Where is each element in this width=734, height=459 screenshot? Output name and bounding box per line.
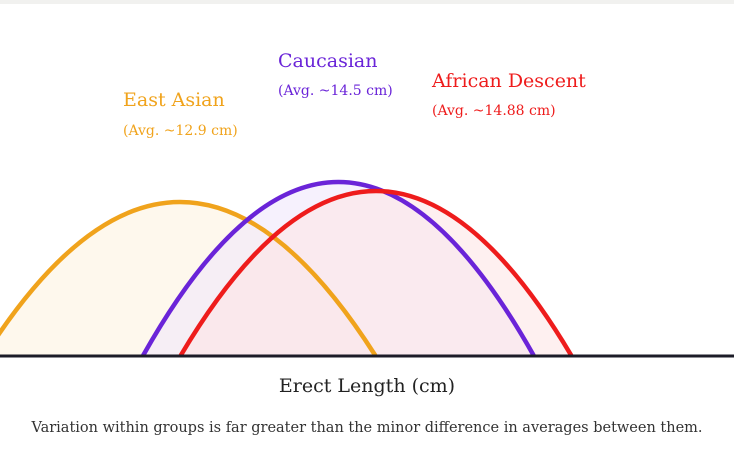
avg-label-caucasian: (Avg. ~14.5 cm) [278, 83, 393, 99]
curve-african-descent [178, 188, 574, 358]
avg-label-african-descent: (Avg. ~14.88 cm) [432, 103, 556, 119]
legend-label-african-descent: African Descent [431, 70, 586, 92]
chart-caption: Variation within groups is far greater t… [31, 420, 703, 436]
labels-layer: East Asian (Avg. ~12.9 cm) Caucasian (Avg. … [123, 50, 586, 139]
top-divider [0, 0, 734, 4]
legend-label-east-asian: East Asian [123, 89, 225, 111]
curve-east-asian [0, 199, 378, 358]
curves-layer [0, 179, 574, 358]
avg-label-east-asian: (Avg. ~12.9 cm) [123, 123, 238, 139]
legend-label-caucasian: Caucasian [278, 50, 377, 72]
x-axis-label: Erect Length (cm) [278, 375, 456, 397]
curve-caucasian [141, 179, 536, 358]
